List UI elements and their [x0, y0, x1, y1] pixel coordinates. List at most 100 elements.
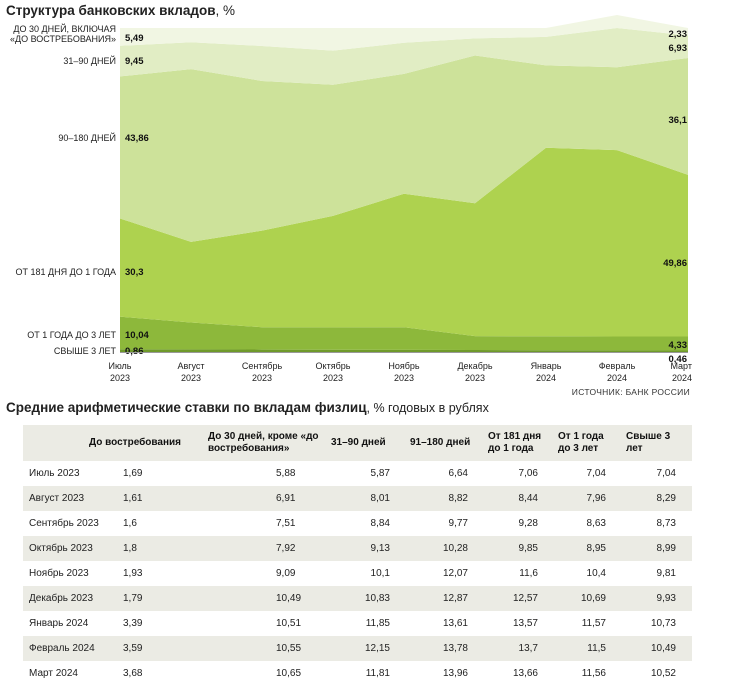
- table-cell: 7,06: [484, 461, 554, 486]
- column-header-7: Свыше 3 лет: [622, 425, 692, 461]
- value-label-last-1: 4,33: [669, 340, 688, 351]
- table-cell: 11,56: [554, 661, 622, 686]
- table-row: Сентябрь 2023 1,6 7,51 8,84 9,77 9,28 8,63 8,73: [23, 511, 692, 536]
- value-label-first-4: 9,45: [125, 56, 144, 67]
- area-series-3: [120, 55, 688, 242]
- x-tick-0-line-1: 2023: [110, 373, 130, 383]
- area-series-1: [120, 316, 688, 351]
- series-label-2-line-0: ОТ 181 ДНЯ ДО 1 ГОДА: [16, 267, 116, 277]
- table-cell: 10,65: [204, 661, 327, 686]
- table-cell: 12,87: [406, 586, 484, 611]
- x-tick-1-line-0: Август: [177, 361, 204, 371]
- table-cell: 11,57: [554, 611, 622, 636]
- table-cell: 1,79: [85, 586, 204, 611]
- x-tick-5-line-1: 2023: [465, 373, 485, 383]
- x-tick-7-line-0: Февраль: [599, 361, 636, 371]
- x-tick-8-line-0: Март: [670, 361, 692, 371]
- table-cell: 10,49: [622, 636, 692, 661]
- value-label-first-0: 0,86: [125, 346, 144, 357]
- table-header-row: До востребования До 30 дней, кроме «до во…: [23, 425, 692, 461]
- table-cell: 3,39: [85, 611, 204, 636]
- area-series-0: [120, 349, 688, 352]
- table-row: Февраль 2024 3,59 10,55 12,15 13,78 13,7 11,5 1…: [23, 636, 692, 661]
- column-header-1: До востребования: [85, 425, 204, 461]
- table-row: Март 2024 3,68 10,65 11,81 13,96 13,66 11,56 10…: [23, 661, 692, 686]
- table-cell: 13,7: [484, 636, 554, 661]
- value-label-last-5: 2,33: [669, 29, 688, 40]
- table-cell: 9,28: [484, 511, 554, 536]
- chart-title: Структура банковских вкладов, %: [6, 3, 235, 18]
- table-cell: 8,95: [554, 536, 622, 561]
- table-cell: 8,73: [622, 511, 692, 536]
- rates-table: До востребования До 30 дней, кроме «до во…: [23, 425, 692, 686]
- series-label-5-line-0: ДО 30 ДНЕЙ, ВКЛЮЧАЯ: [13, 23, 116, 34]
- table-cell: 13,78: [406, 636, 484, 661]
- table-row: Октябрь 2023 1,8 7,92 9,13 10,28 9,85 8,95 8,99: [23, 536, 692, 561]
- column-header-0: [23, 425, 85, 461]
- table-cell: 10,52: [622, 661, 692, 686]
- table-cell: 7,04: [622, 461, 692, 486]
- row-month: Ноябрь 2023: [23, 561, 89, 586]
- series-label-5-line-1: «ДО ВОСТРЕБОВАНИЯ»: [10, 34, 116, 44]
- series-label-4-line-0: 31–90 ДНЕЙ: [63, 55, 116, 66]
- column-header-2: До 30 дней, кроме «до востребования»: [204, 425, 327, 461]
- table-cell: 1,93: [85, 561, 204, 586]
- table-cell: 9,77: [406, 511, 484, 536]
- x-tick-4-line-0: Ноябрь: [388, 361, 420, 371]
- table-cell: 10,83: [327, 586, 406, 611]
- table-cell: 9,09: [204, 561, 327, 586]
- value-label-first-1: 10,04: [125, 330, 149, 341]
- table-cell: 9,93: [622, 586, 692, 611]
- chart-title-text: Структура банковских вкладов: [6, 3, 216, 18]
- table-cell: 1,69: [85, 461, 204, 486]
- table-cell: 1,6: [85, 511, 204, 536]
- table-cell: 9,85: [484, 536, 554, 561]
- x-tick-7-line-1: 2024: [607, 373, 627, 383]
- column-header-5: От 181 дня до 1 года: [484, 425, 554, 461]
- row-month: Октябрь 2023: [23, 536, 93, 561]
- table-cell: 12,15: [327, 636, 406, 661]
- table-cell: 13,66: [484, 661, 554, 686]
- row-month: Март 2024: [23, 661, 85, 686]
- table-cell: 5,87: [327, 461, 406, 486]
- area-series-4: [120, 28, 688, 85]
- x-tick-3-line-0: Октябрь: [316, 361, 351, 371]
- row-month: Февраль 2024: [23, 636, 95, 661]
- table-cell: 9,13: [327, 536, 406, 561]
- row-month: Август 2023: [23, 486, 85, 511]
- row-month: Сентябрь 2023: [23, 511, 99, 536]
- table-cell: 8,44: [484, 486, 554, 511]
- table-cell: 13,57: [484, 611, 554, 636]
- stacked-area-chart: СВЫШЕ 3 ЛЕТ 0,86 0,46 ОТ 1 ГОДА ДО 3 ЛЕТ 10,…: [10, 15, 692, 383]
- chart-title-unit: , %: [215, 3, 236, 18]
- table-row: Июль 2023 1,69 5,88 5,87 6,64 7,06 7,04 7,04: [23, 461, 692, 486]
- column-header-3: 31–90 дней: [327, 425, 406, 461]
- x-tick-6-line-1: 2024: [536, 373, 556, 383]
- table-cell: 8,29: [622, 486, 692, 511]
- table-cell: 10,55: [204, 636, 327, 661]
- value-label-first-3: 43,86: [125, 133, 149, 144]
- table-title-text: Средние арифметические ставки по вкладам…: [6, 400, 367, 415]
- table-cell: 7,51: [204, 511, 327, 536]
- table-cell: 8,99: [622, 536, 692, 561]
- x-tick-5-line-0: Декабрь: [457, 361, 492, 371]
- table-cell: 12,57: [484, 586, 554, 611]
- table-cell: 12,07: [406, 561, 484, 586]
- table-cell: 10,4: [554, 561, 622, 586]
- table-row: Ноябрь 2023 1,93 9,09 10,1 12,07 11,6 10,4 9,81: [23, 561, 692, 586]
- x-tick-4-line-1: 2023: [394, 373, 414, 383]
- value-label-first-2: 30,3: [125, 267, 144, 278]
- table-cell: 10,49: [204, 586, 327, 611]
- table-row: Декабрь 2023 1,79 10,49 10,83 12,87 12,57 10,6…: [23, 586, 692, 611]
- series-label-3-line-0: 90–180 ДНЕЙ: [58, 132, 116, 143]
- table-cell: 7,96: [554, 486, 622, 511]
- table-cell: 10,1: [327, 561, 406, 586]
- table-cell: 10,51: [204, 611, 327, 636]
- table-cell: 8,01: [327, 486, 406, 511]
- column-header-4: 91–180 дней: [406, 425, 484, 461]
- table-cell: 1,8: [85, 536, 204, 561]
- table-cell: 11,81: [327, 661, 406, 686]
- table-cell: 9,81: [622, 561, 692, 586]
- x-tick-8-line-1: 2024: [672, 373, 692, 383]
- table-cell: 3,68: [85, 661, 204, 686]
